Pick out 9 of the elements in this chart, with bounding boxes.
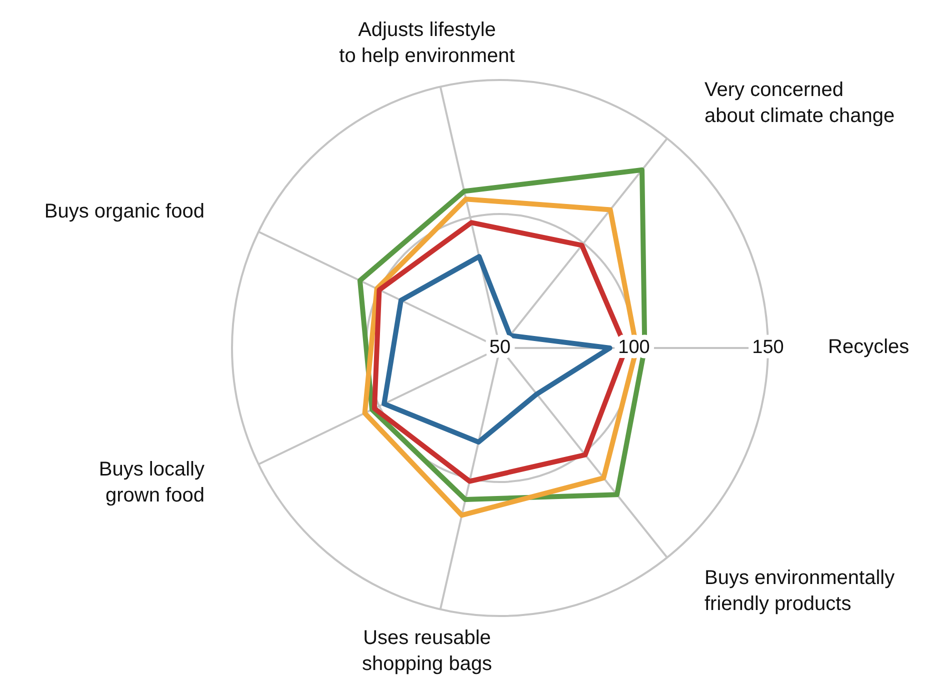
- spoke-label: Uses reusable shopping bags: [362, 627, 492, 676]
- spoke-label: Recycles: [828, 336, 910, 358]
- y-tick-label: 50: [489, 337, 511, 358]
- spoke-label: Adjusts lifestyle to help environment: [339, 19, 516, 68]
- spoke-label: Buys environmentally friendly products: [704, 567, 895, 616]
- spoke-label: Very concerned about climate change: [704, 79, 895, 128]
- spoke-label: Buys locally grown food: [98, 458, 204, 507]
- y-tick-label: 150: [752, 337, 784, 358]
- spoke-label: Buys organic food: [44, 200, 204, 223]
